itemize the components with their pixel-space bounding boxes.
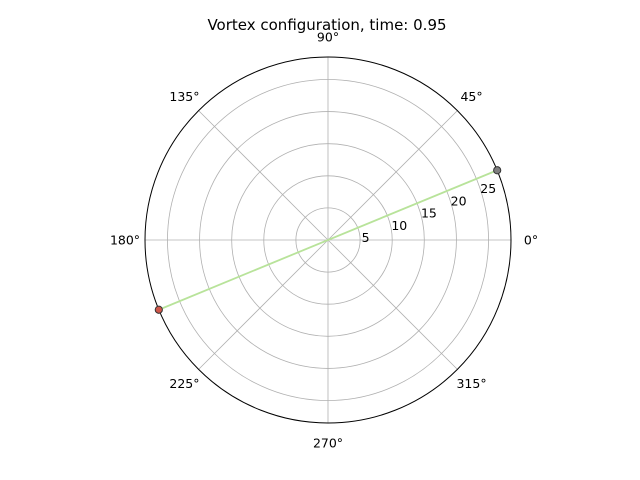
label-layer: 0° 45° 90° 135° 180° 225° 270° 315° 5 10 15 20 25 bbox=[110, 30, 538, 451]
polar-spine bbox=[144, 56, 512, 424]
vortex-point-1 bbox=[493, 166, 502, 175]
theta-tick-label-0: 0° bbox=[524, 233, 538, 248]
vortex-connector-line bbox=[158, 169, 498, 311]
theta-tick-label-270: 270° bbox=[313, 436, 343, 451]
theta-gridline-45 bbox=[327, 110, 458, 241]
grid-layer bbox=[144, 56, 512, 424]
theta-tick-label-90: 90° bbox=[317, 30, 339, 45]
r-tick-label-25: 25 bbox=[480, 181, 496, 196]
theta-gridline-315 bbox=[327, 239, 458, 370]
theta-tick-label-225: 225° bbox=[169, 376, 199, 391]
theta-tick-label-45: 45° bbox=[460, 89, 482, 104]
r-tick-label-20: 20 bbox=[451, 193, 467, 208]
chart-title: Vortex configuration, time: 0.95 bbox=[207, 16, 447, 34]
r-tick-label-5: 5 bbox=[362, 230, 370, 245]
theta-tick-label-135: 135° bbox=[169, 89, 199, 104]
theta-gridline-225 bbox=[198, 239, 329, 370]
data-layer bbox=[154, 166, 502, 314]
theta-tick-label-180: 180° bbox=[110, 233, 140, 248]
vortex-point-2 bbox=[154, 305, 163, 314]
theta-gridline-135 bbox=[198, 110, 329, 241]
r-tick-label-15: 15 bbox=[421, 206, 437, 221]
theta-tick-label-315: 315° bbox=[456, 376, 486, 391]
r-tick-label-10: 10 bbox=[391, 218, 407, 233]
